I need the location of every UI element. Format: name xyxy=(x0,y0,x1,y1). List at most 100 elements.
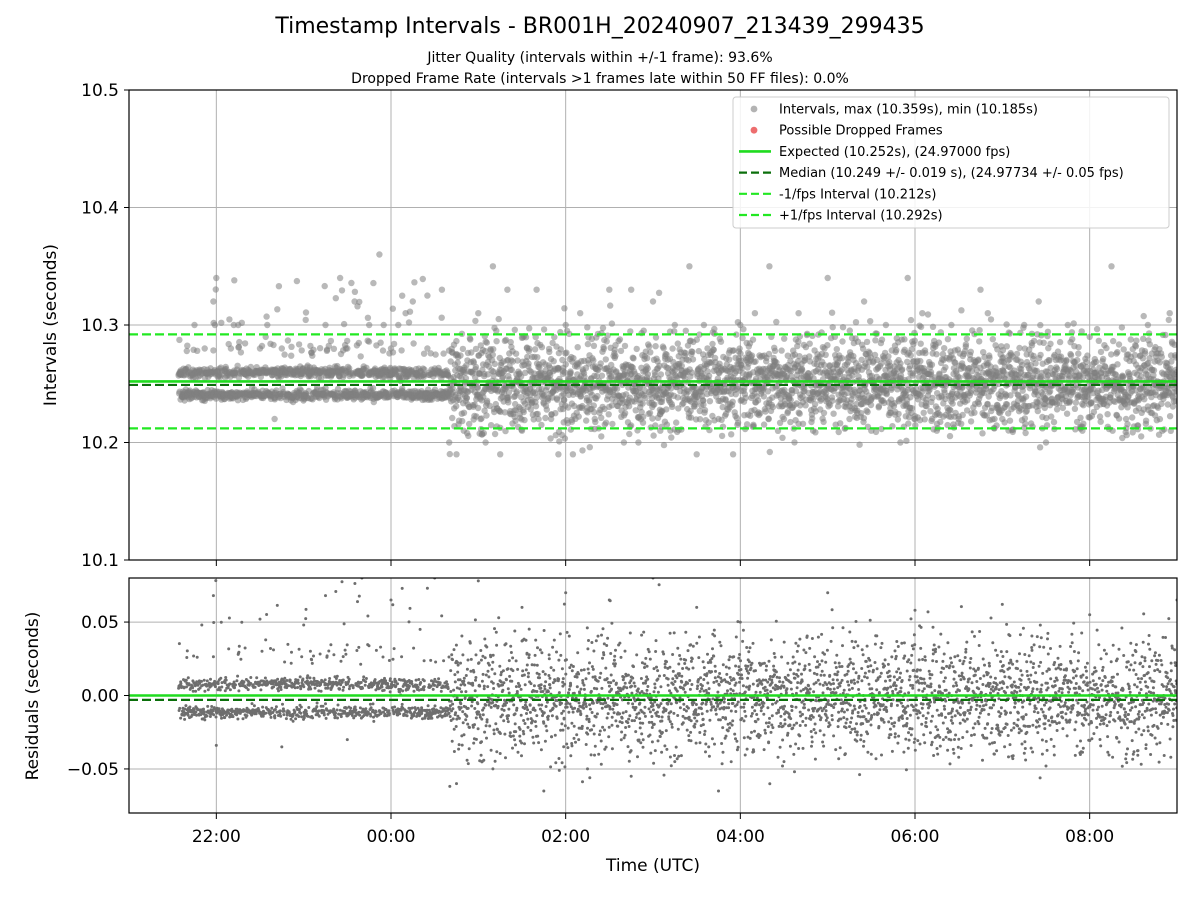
interval-point xyxy=(351,298,358,305)
residual-point xyxy=(214,579,218,583)
residual-point xyxy=(184,704,188,708)
interval-point xyxy=(730,347,737,354)
interval-point xyxy=(482,347,489,355)
residual-point xyxy=(212,713,216,717)
interval-point xyxy=(369,384,377,392)
interval-point xyxy=(1092,358,1100,366)
interval-point xyxy=(864,408,871,416)
interval-point xyxy=(567,369,574,377)
residual-point xyxy=(264,638,268,642)
residual-point xyxy=(293,686,297,690)
interval-point xyxy=(686,263,693,270)
residual-point xyxy=(258,683,262,687)
interval-point xyxy=(715,415,722,423)
interval-point xyxy=(1013,350,1021,358)
interval-point xyxy=(628,286,635,293)
interval-point xyxy=(663,421,671,428)
residual-point xyxy=(257,708,261,712)
residual-point xyxy=(310,658,314,662)
residual-point xyxy=(192,654,196,658)
interval-point xyxy=(700,401,707,408)
interval-point xyxy=(1142,417,1150,424)
residual-point xyxy=(249,682,253,685)
interval-point xyxy=(1097,418,1104,425)
interval-point xyxy=(989,336,996,343)
interval-point xyxy=(399,292,406,299)
interval-point xyxy=(449,414,456,422)
interval-point xyxy=(570,355,577,362)
interval-point xyxy=(671,321,678,329)
interval-point xyxy=(1063,410,1071,417)
interval-point xyxy=(176,368,184,376)
interval-point xyxy=(405,319,413,326)
interval-point xyxy=(1133,337,1140,344)
interval-point xyxy=(493,338,500,345)
interval-point xyxy=(504,286,511,293)
interval-point xyxy=(743,421,751,428)
residual-point xyxy=(278,712,282,716)
x-tick-label: 08:00 xyxy=(1065,827,1114,847)
interval-point xyxy=(705,372,713,380)
interval-point xyxy=(237,349,245,356)
interval-point xyxy=(633,345,640,353)
residual-point xyxy=(326,686,330,690)
interval-point xyxy=(293,277,301,285)
interval-point xyxy=(983,412,990,419)
interval-point xyxy=(820,418,827,426)
residual-point xyxy=(269,715,273,719)
interval-point xyxy=(1139,355,1147,362)
interval-point xyxy=(201,345,208,352)
residual-point xyxy=(278,683,281,687)
interval-point xyxy=(717,338,725,345)
residual-point xyxy=(314,709,318,713)
interval-point xyxy=(947,407,954,414)
interval-point xyxy=(402,310,409,317)
interval-point xyxy=(1097,348,1105,356)
residual-point xyxy=(273,708,277,711)
residual-point xyxy=(315,684,319,687)
interval-point xyxy=(536,364,543,371)
interval-point xyxy=(562,361,569,368)
residual-point xyxy=(237,689,241,693)
residual-point xyxy=(274,705,278,709)
residual-point xyxy=(310,661,314,665)
residual-point xyxy=(177,642,181,646)
interval-point xyxy=(574,344,581,351)
interval-point xyxy=(635,439,642,446)
interval-point xyxy=(321,282,328,290)
interval-point xyxy=(491,430,499,438)
interval-point xyxy=(895,410,902,418)
residual-point xyxy=(209,677,212,681)
interval-point xyxy=(546,348,553,356)
residual-point xyxy=(312,676,316,680)
interval-point xyxy=(1129,429,1136,436)
interval-point xyxy=(493,327,500,334)
interval-point xyxy=(944,421,951,429)
residual-point xyxy=(192,708,196,711)
residual-point xyxy=(210,705,214,708)
residual-point xyxy=(324,702,327,706)
interval-point xyxy=(897,439,904,446)
interval-point xyxy=(669,403,676,410)
interval-point xyxy=(598,433,605,440)
interval-point xyxy=(1172,354,1177,361)
interval-point xyxy=(584,340,592,348)
residual-point xyxy=(295,569,298,572)
interval-point xyxy=(1104,411,1111,418)
interval-point xyxy=(438,286,446,293)
interval-point xyxy=(538,421,545,429)
interval-point xyxy=(821,361,828,369)
interval-point xyxy=(959,411,966,419)
residual-point xyxy=(313,686,317,690)
residual-point xyxy=(325,654,329,658)
residual-point xyxy=(269,647,272,650)
interval-point xyxy=(894,416,902,423)
residual-point xyxy=(218,688,222,692)
residual-point xyxy=(185,656,189,659)
interval-point xyxy=(377,339,384,346)
interval-point xyxy=(256,345,264,352)
interval-point xyxy=(751,310,759,317)
interval-point xyxy=(791,439,798,446)
residual-point xyxy=(183,707,187,711)
